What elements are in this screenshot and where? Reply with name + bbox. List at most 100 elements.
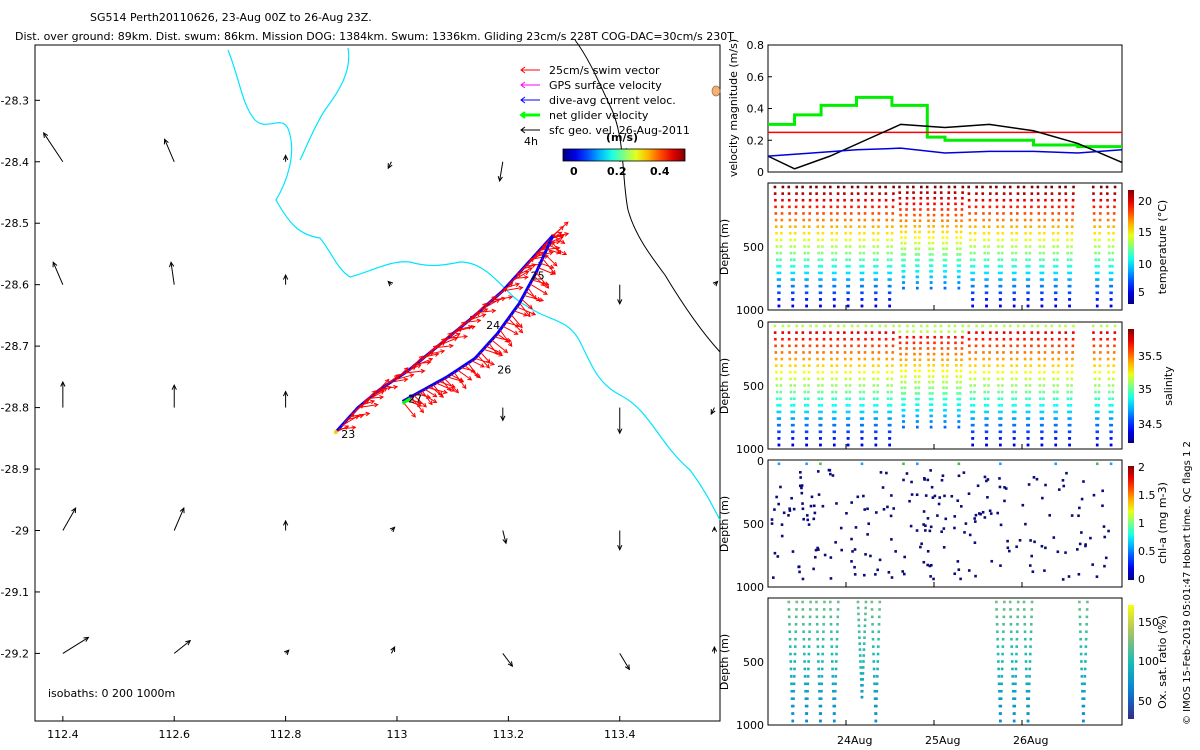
profile-point xyxy=(823,324,826,328)
profile-point xyxy=(834,251,838,255)
profile-point xyxy=(943,425,947,429)
profile-point xyxy=(1038,370,1041,374)
profile-point xyxy=(856,324,860,328)
profile-point xyxy=(864,185,868,189)
profile-point xyxy=(982,238,986,242)
profile-point xyxy=(875,697,878,700)
profile-point xyxy=(999,417,1003,420)
profile-point xyxy=(891,357,894,361)
profile-point xyxy=(958,269,961,273)
swim-vector xyxy=(346,414,364,421)
profile-point xyxy=(887,410,890,414)
profile-point xyxy=(805,462,808,466)
profile-point xyxy=(863,630,867,634)
profile-point xyxy=(850,344,853,348)
profile-point xyxy=(793,660,797,663)
profile-point xyxy=(859,678,863,681)
profile-point xyxy=(816,218,819,222)
profile-point xyxy=(1037,364,1041,367)
profile-point xyxy=(781,331,784,334)
profile-point xyxy=(1102,525,1106,528)
track-start-marker xyxy=(333,430,338,435)
profile-point xyxy=(886,390,890,394)
profile-point xyxy=(1028,258,1031,262)
salinity-frame xyxy=(767,321,1123,450)
profile-point xyxy=(829,192,832,195)
profile-point xyxy=(831,474,835,477)
profile-point xyxy=(1068,291,1072,295)
swim-vector xyxy=(369,396,384,399)
profile-point xyxy=(1093,384,1097,387)
profile-point xyxy=(904,219,908,223)
profile-point xyxy=(1057,205,1061,209)
profile-point xyxy=(972,410,976,414)
profile-point xyxy=(1112,357,1116,361)
profile-point xyxy=(788,357,792,361)
profile-point xyxy=(941,375,945,378)
profile-point xyxy=(1039,271,1043,275)
profile-point xyxy=(791,298,795,301)
profile-point xyxy=(861,666,865,669)
swim-vector xyxy=(505,321,520,327)
profile-point xyxy=(1030,608,1034,611)
profile-point xyxy=(950,494,954,498)
profile-point xyxy=(829,472,832,476)
profile-point xyxy=(902,286,905,290)
profile-point xyxy=(808,351,812,354)
profile-point xyxy=(1053,278,1057,281)
profile-point xyxy=(958,253,962,256)
geo-vector-head xyxy=(179,507,185,514)
profile-point xyxy=(954,352,958,356)
profile-point xyxy=(805,304,808,308)
profile-point xyxy=(1113,344,1116,348)
profile-point xyxy=(1027,697,1031,700)
profile-point xyxy=(1069,404,1073,407)
profile-point xyxy=(1030,600,1034,604)
profile-point xyxy=(987,238,991,242)
profile-point xyxy=(788,509,792,512)
profile-point xyxy=(802,218,806,222)
profile-point xyxy=(983,245,986,248)
profile-point xyxy=(985,291,989,295)
swim-vector xyxy=(416,361,431,365)
profile-point xyxy=(844,225,847,228)
profile-point xyxy=(821,637,825,641)
profile-point xyxy=(903,253,907,256)
profile-point xyxy=(1055,278,1058,281)
profile-point xyxy=(843,357,847,361)
profile-point xyxy=(928,392,932,395)
profile-point xyxy=(823,600,826,604)
swim-vector-head xyxy=(420,368,426,374)
profile-point xyxy=(940,478,944,482)
swim-vector-head xyxy=(417,400,423,405)
profile-point xyxy=(833,437,836,440)
profile-point xyxy=(942,247,945,251)
profile-point xyxy=(788,630,792,634)
profile-point xyxy=(871,344,874,348)
profile-point xyxy=(953,191,957,194)
geostrophic-vectors xyxy=(43,132,719,671)
profile-point xyxy=(822,192,826,195)
profile-point xyxy=(792,278,795,281)
profile-point xyxy=(774,364,778,367)
profile-point xyxy=(1098,357,1102,361)
profile-point xyxy=(1064,324,1067,328)
profile-point xyxy=(1065,471,1068,475)
profile-point xyxy=(858,654,862,657)
profile-point xyxy=(928,386,931,390)
profile-point xyxy=(903,555,906,559)
profile-point xyxy=(777,437,781,440)
profile-point xyxy=(861,678,865,681)
profile-point xyxy=(803,258,807,262)
profile-point xyxy=(1010,645,1013,648)
profile-point xyxy=(913,352,916,356)
profile-point xyxy=(821,652,824,656)
profile-point xyxy=(1061,479,1065,482)
profile-point xyxy=(774,218,778,222)
profile-point xyxy=(988,357,991,361)
profile-point xyxy=(899,208,902,211)
profile-point xyxy=(872,231,875,235)
profile-point xyxy=(1082,697,1086,700)
velocity-panel: 00.20.40.60.8 velocity magnitude (m/s) xyxy=(727,39,1123,179)
profile-point xyxy=(986,278,989,281)
